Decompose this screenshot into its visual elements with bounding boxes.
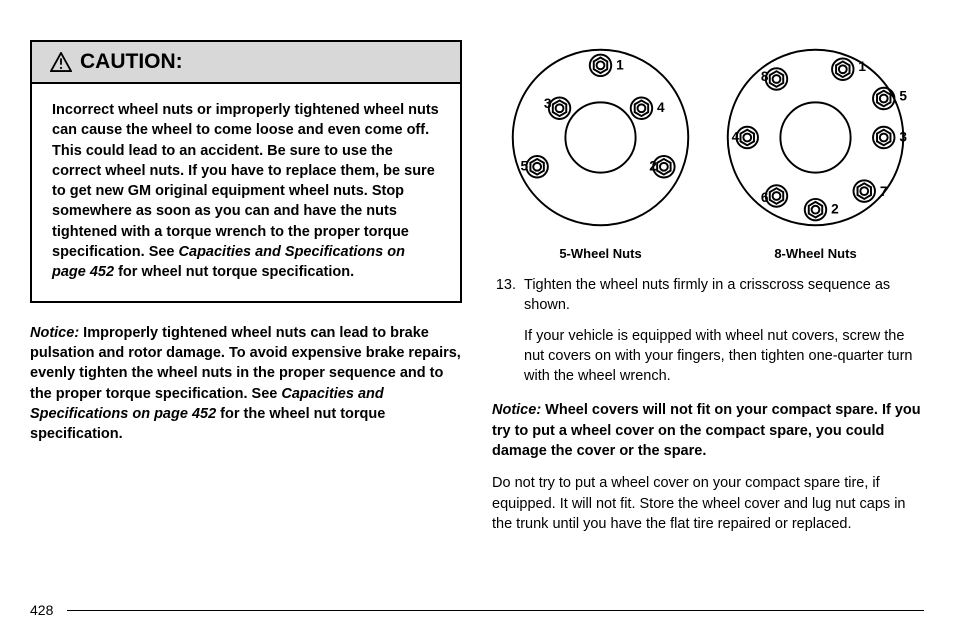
left-notice: Notice: Improperly tightened wheel nuts … <box>30 323 462 445</box>
page-footer: 428 <box>30 602 924 618</box>
diagram-8-wheel: 1 2 3 4 5 6 7 8 8-Wheel Nuts <box>718 40 913 261</box>
caution-text-1: Incorrect wheel nuts or improperly tight… <box>52 102 439 260</box>
caution-text-2: for wheel nut torque specification. <box>114 264 354 280</box>
svg-text:8: 8 <box>761 69 769 84</box>
caution-header: CAUTION: <box>32 42 460 84</box>
step-13: 13. Tighten the wheel nuts firmly in a c… <box>492 275 924 386</box>
svg-text:3: 3 <box>899 129 907 144</box>
left-notice-body-1: Improperly tightened wheel nuts can lead… <box>30 325 461 402</box>
svg-text:6: 6 <box>761 190 769 205</box>
diagrams-row: 1 2 3 4 5 5-Wheel Nuts 1 2 3 4 5 6 7 8 8-Wheel Nuts <box>492 40 924 261</box>
diagram-5-caption: 5-Wheel Nuts <box>503 246 698 261</box>
step-p2: If your vehicle is equipped with wheel n… <box>524 326 924 387</box>
right-column: 1 2 3 4 5 5-Wheel Nuts 1 2 3 4 5 6 7 8 8-Wheel Nuts… <box>492 40 924 534</box>
svg-text:5: 5 <box>521 159 529 174</box>
svg-text:1: 1 <box>616 57 624 72</box>
svg-text:1: 1 <box>858 59 866 74</box>
svg-text:4: 4 <box>657 100 665 115</box>
caution-title: CAUTION: <box>80 50 183 74</box>
right-para: Do not try to put a wheel cover on your … <box>492 473 924 534</box>
page-content: CAUTION: Incorrect wheel nuts or imprope… <box>30 40 924 534</box>
step-p1: Tighten the wheel nuts firmly in a criss… <box>524 275 924 316</box>
page-number: 428 <box>30 602 53 618</box>
caution-body: Incorrect wheel nuts or improperly tight… <box>32 84 460 301</box>
right-notice: Notice: Wheel covers will not fit on you… <box>492 400 924 461</box>
wheel-diagram-5-icon: 1 2 3 4 5 <box>503 40 698 235</box>
step-number: 13. <box>492 275 524 386</box>
right-notice-label: Notice: <box>492 402 541 418</box>
footer-line <box>67 610 924 611</box>
caution-box: CAUTION: Incorrect wheel nuts or imprope… <box>30 40 462 303</box>
warning-triangle-icon <box>50 52 72 72</box>
step-body: Tighten the wheel nuts firmly in a criss… <box>524 275 924 386</box>
notice-label: Notice: <box>30 325 79 341</box>
svg-text:2: 2 <box>831 202 839 217</box>
diagram-5-wheel: 1 2 3 4 5 5-Wheel Nuts <box>503 40 698 261</box>
diagram-8-caption: 8-Wheel Nuts <box>718 246 913 261</box>
svg-text:2: 2 <box>649 159 657 174</box>
svg-text:5: 5 <box>899 88 907 103</box>
svg-text:3: 3 <box>544 96 552 111</box>
svg-text:4: 4 <box>732 129 740 144</box>
svg-text:7: 7 <box>880 184 888 199</box>
wheel-diagram-8-icon: 1 2 3 4 5 6 7 8 <box>718 40 913 235</box>
right-notice-body: Wheel covers will not fit on your compac… <box>492 402 921 459</box>
left-column: CAUTION: Incorrect wheel nuts or imprope… <box>30 40 462 534</box>
